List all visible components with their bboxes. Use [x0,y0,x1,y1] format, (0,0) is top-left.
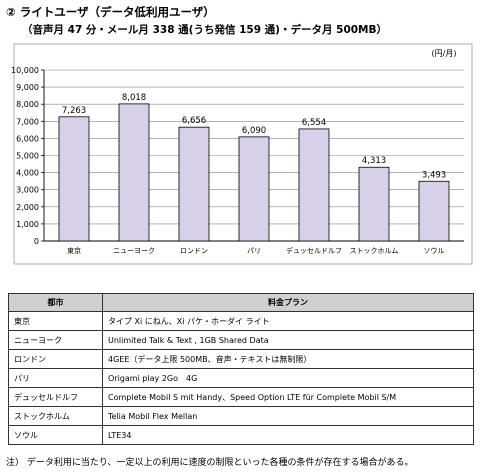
x-tick-label: ニューヨーク [113,247,155,255]
bar [358,166,390,242]
city-cell: ロンドン [8,349,103,369]
bar [118,103,150,242]
y-tick-label: 3,000 [16,186,39,195]
x-tick-label: デュッセルドルフ [286,246,342,255]
city-cell: パリ [8,368,103,388]
x-tick-label: パリ [247,247,261,255]
city-cell: ソウル [8,425,103,445]
bar-chart: 0 1,000 2,000 3,000 4,000 5,000 6,000 7,000 8,00… [11,43,473,265]
y-tick-label: 7,000 [16,117,39,126]
table-row: ニューヨーク Unlimited Talk & Text , 1GB Shared… [8,330,474,350]
column-header-plan: 料金プラン [102,293,474,312]
y-axis-ticks: 0 1,000 2,000 3,000 4,000 5,000 6,000 7,000 8,00… [11,66,45,246]
bar-value-label: 3,493 [422,170,446,180]
plan-cell: Unlimited Talk & Text , 1GB Shared Data [102,330,474,350]
bar-value-label: 8,018 [122,93,146,103]
x-tick-label: ソウル [424,247,445,255]
x-tick-label: ロンドン [180,247,208,255]
y-tick-label: 6,000 [16,134,39,143]
x-axis-labels: 東京 ニューヨーク ロンドン パリ デュッセルドルフ ストックホルム ソウル [67,246,445,255]
column-header-city: 都市 [8,293,103,312]
plan-cell: Origami play 2Go 4G [102,368,474,388]
table-row: ストックホルム Telia Mobil Flex Mellan [8,406,474,426]
y-tick-label: 9,000 [16,83,39,92]
table-row: 東京 タイプ Xi にねん、Xi パケ・ホーダイ ライト [8,311,474,331]
table-row: ロンドン 4GEE（データ上限 500MB、音声・テキストは無制限） [8,349,474,369]
y-unit-label: (円/月) [432,49,457,58]
footnote: 注） データ利用に当たり、一定以上の利用に速度の制限といった各種の条件が存在する… [6,458,414,468]
y-tick-label: 5,000 [16,152,39,161]
bar-value-label: 6,090 [242,126,266,136]
chart-frame [13,43,473,265]
table-row: デュッセルドルフ Complete Mobil S mit Handy、Speed… [8,387,474,407]
bar-value-label: 4,313 [362,156,386,166]
x-tick-label: 東京 [67,246,81,255]
x-tick-label: ストックホルム [350,247,399,255]
bars [58,103,450,242]
plan-cell: 4GEE（データ上限 500MB、音声・テキストは無制限） [102,349,474,369]
bar [178,126,210,242]
bar [418,180,450,242]
y-tick-label: 2,000 [16,203,39,212]
plan-cell: タイプ Xi にねん、Xi パケ・ホーダイ ライト [102,311,474,331]
bar-value-label: 6,656 [182,116,206,126]
bar [238,136,270,242]
bar [58,116,90,242]
city-cell: デュッセルドルフ [8,387,103,407]
value-labels: 7,263 8,018 6,656 6,090 6,554 4,313 3,493 [62,93,446,180]
table-row: ソウル LTE34 [8,425,474,445]
city-cell: ニューヨーク [8,330,103,350]
y-tick-label: 10,000 [11,66,39,75]
y-tick-label: 8,000 [16,100,39,109]
bar-value-label: 7,263 [62,106,86,116]
plan-cell: LTE34 [102,425,474,445]
plan-table-header-row: 都市 料金プラン [8,293,474,312]
y-tick-label: 4,000 [16,169,39,178]
y-tick-label: 0 [34,237,39,246]
city-cell: ストックホルム [8,406,103,426]
table-row: パリ Origami play 2Go 4G [8,368,474,388]
section-title: ② ライトユーザ（データ低利用ユーザ） [6,5,215,19]
usage-conditions-subtitle: （音声月 47 分・メール月 338 通(うち発信 159 通)・データ月 50… [22,24,388,36]
y-tick-label: 1,000 [16,220,39,229]
bar-value-label: 6,554 [302,118,326,128]
plan-cell: Complete Mobil S mit Handy、Speed Option … [102,387,474,407]
plan-table: 都市 料金プラン 東京 タイプ Xi にねん、Xi パケ・ホーダイ ライト ニュー… [8,293,474,445]
city-cell: 東京 [8,311,103,331]
plan-cell: Telia Mobil Flex Mellan [102,406,474,426]
bar [298,128,330,242]
